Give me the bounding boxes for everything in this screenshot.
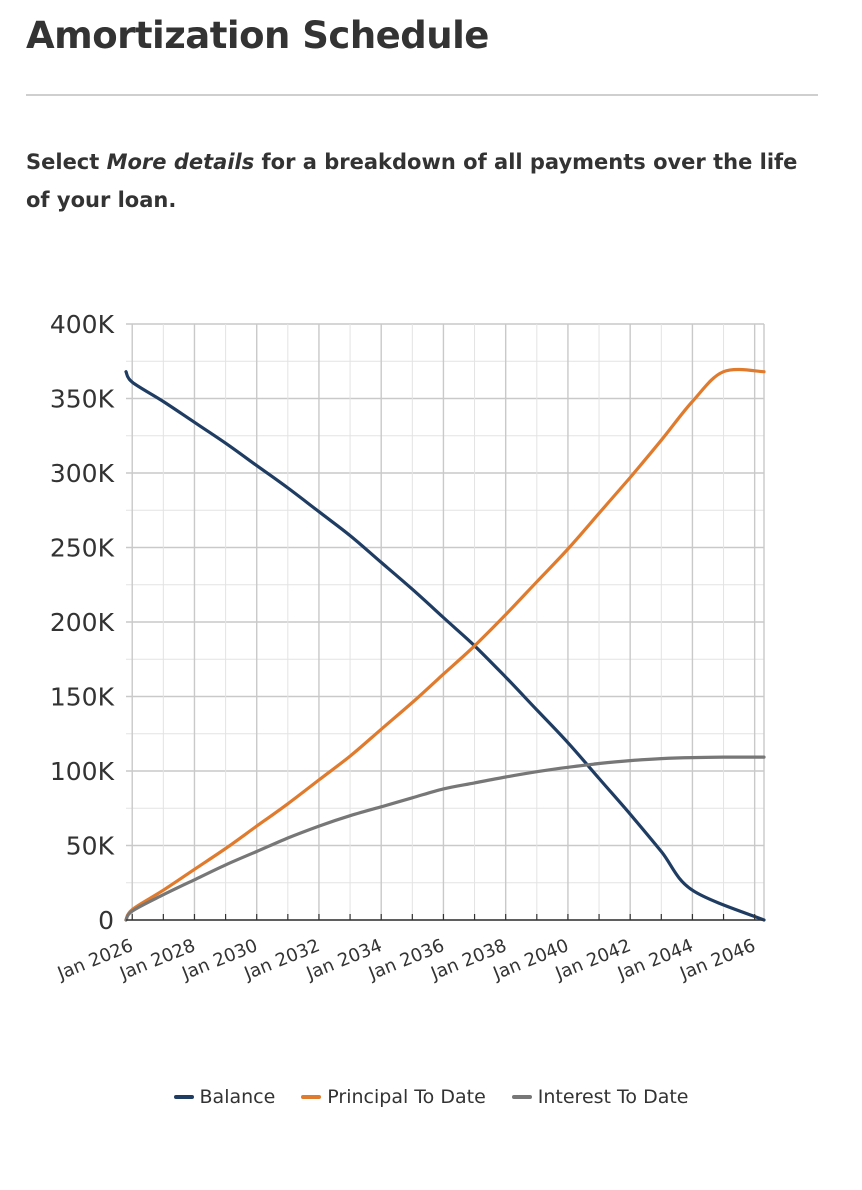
- chart-legend: Balance Principal To Date Interest To Da…: [0, 1086, 862, 1108]
- y-tick-label: 50K: [66, 832, 115, 861]
- legend-swatch-balance: [173, 1095, 194, 1099]
- y-tick-label: 400K: [50, 310, 115, 339]
- y-tick-label: 0: [98, 906, 114, 935]
- legend-item-balance[interactable]: Balance: [173, 1086, 276, 1108]
- y-tick-label: 100K: [50, 757, 115, 786]
- y-tick-label: 150K: [50, 683, 115, 712]
- more-details-emphasis: More details: [106, 150, 255, 174]
- y-tick-label: 300K: [50, 459, 115, 488]
- y-tick-label: 200K: [50, 608, 115, 637]
- legend-swatch-principal: [301, 1095, 322, 1099]
- chart-grid: [126, 323, 765, 921]
- balance-line: [124, 370, 766, 922]
- description-suffix: for a breakdown of all payments over the…: [26, 150, 798, 212]
- legend-item-principal[interactable]: Principal To Date: [301, 1086, 486, 1108]
- interest-to-date-line: [124, 755, 766, 922]
- legend-label-balance: Balance: [199, 1086, 276, 1108]
- description: Select More details for a breakdown of a…: [26, 143, 816, 219]
- legend-label-principal: Principal To Date: [327, 1086, 486, 1108]
- legend-swatch-interest: [511, 1095, 532, 1099]
- chart-series-layer: [124, 367, 766, 922]
- y-tick-label: 250K: [50, 534, 115, 563]
- y-tick-label: 350K: [50, 385, 115, 414]
- description-prefix: Select: [26, 150, 107, 174]
- principal-to-date-line: [124, 367, 766, 922]
- title-divider: [26, 94, 818, 96]
- page-title: Amortization Schedule: [26, 14, 489, 57]
- legend-label-interest: Interest To Date: [537, 1086, 689, 1108]
- legend-item-interest[interactable]: Interest To Date: [511, 1086, 689, 1108]
